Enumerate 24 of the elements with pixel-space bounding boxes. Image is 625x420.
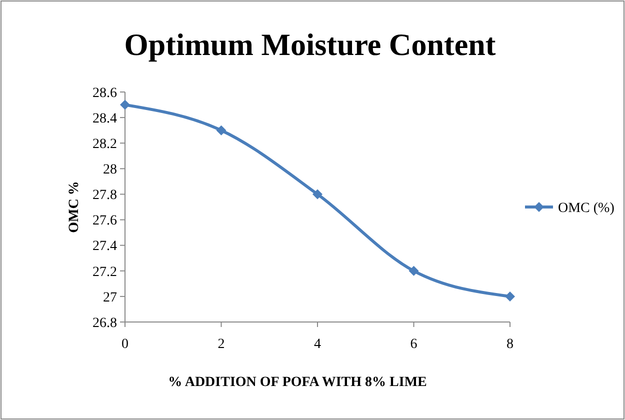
x-tick-label: 6	[410, 337, 418, 352]
point	[505, 291, 515, 302]
x-tick-label: 8	[506, 337, 514, 352]
legend-label: OMC (%)	[558, 200, 615, 216]
y-tick-label: 27.8	[92, 188, 117, 204]
point	[312, 189, 322, 200]
x-tick-label: 0	[122, 337, 128, 352]
point	[408, 266, 419, 276]
y-tick-label: 27	[103, 290, 117, 306]
y-tick-label: 28.6	[92, 86, 117, 101]
x-tick-label: 2	[218, 337, 225, 352]
x-axis-title: % ADDITION OF POFA WITH 8% LIME	[168, 375, 427, 390]
y-tick-label: 28.2	[92, 137, 117, 152]
point	[120, 100, 130, 110]
point	[216, 125, 226, 136]
y-tick-label: 26.8	[92, 316, 117, 331]
y-tick-label: 27.4	[92, 239, 117, 254]
y-tick-label: 27.6	[92, 214, 117, 229]
chart-title: Optimum Moisture Content	[124, 27, 496, 62]
y-tick-label: 27.2	[92, 264, 117, 280]
y-tick-label: 28.4	[92, 111, 117, 126]
x-tick-label: 4	[314, 337, 321, 352]
y-axis-title: OMC %	[67, 181, 82, 233]
y-tick-label: 28	[103, 162, 117, 178]
